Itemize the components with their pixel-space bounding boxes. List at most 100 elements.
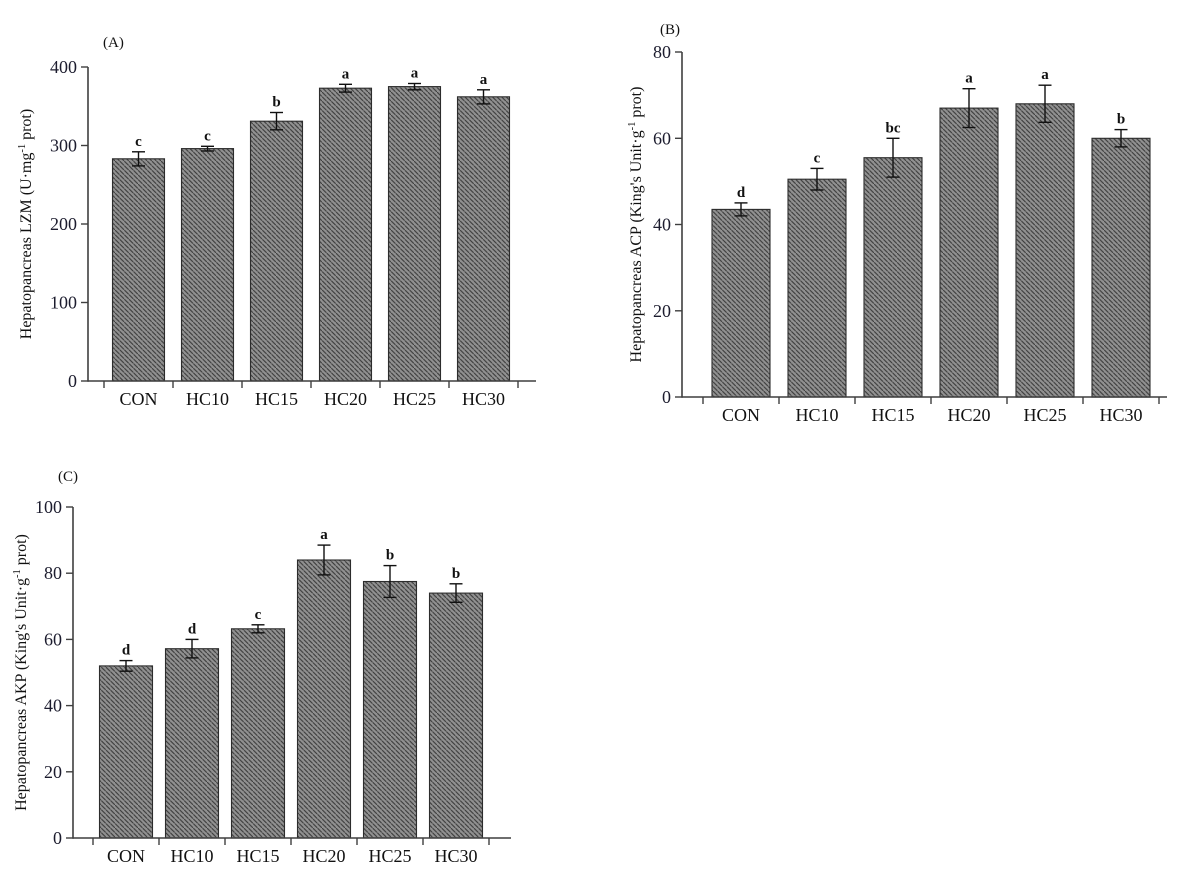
error-bar-CON <box>119 659 133 672</box>
bar-HC15 <box>249 120 304 382</box>
x-category-label-HC30: HC30 <box>462 389 505 409</box>
sig-letter-HC15: bc <box>886 120 901 136</box>
y-tick-label: 300 <box>50 136 77 156</box>
y-axis-title-unit: prot) <box>18 109 35 144</box>
error-bar-HC30 <box>1114 128 1128 148</box>
error-bar-HC25 <box>1038 84 1052 124</box>
sig-letter-CON: d <box>122 643 131 659</box>
y-tick-label: 400 <box>50 57 77 77</box>
bar-HC30 <box>428 592 484 839</box>
bar-HC25 <box>387 86 442 382</box>
error-bar-HC25 <box>383 564 397 599</box>
bar-HC20 <box>939 107 999 398</box>
sig-letter-HC10: c <box>814 150 821 166</box>
y-tick-label: 60 <box>653 128 671 148</box>
sig-letter-HC15: c <box>255 607 262 623</box>
sig-letter-HC20: a <box>320 527 328 543</box>
x-category-label-CON: CON <box>119 389 157 409</box>
y-tick-label: 20 <box>44 762 62 782</box>
y-tick-label: 100 <box>35 497 62 517</box>
y-axis-title: Hepatopancreas LZM (U·mg-1 prot) <box>17 109 35 339</box>
y-axis-title: Hepatopancreas AKP (King's Unit·g-1 prot… <box>12 534 30 811</box>
sig-letter-HC10: d <box>188 621 197 637</box>
sig-letter-HC10: c <box>204 128 211 144</box>
x-category-label-HC15: HC15 <box>236 846 279 866</box>
y-tick-label: 40 <box>653 215 671 235</box>
bar-HC10 <box>164 648 220 839</box>
error-bar-HC30 <box>477 89 490 105</box>
bar-HC20 <box>318 87 373 382</box>
bar-CON <box>711 208 771 398</box>
y-axis-title-superscript: -1 <box>17 144 28 153</box>
chart-a: c CON c HC10 b HC15 a HC20 a HC25 a HC30 0 100 200 300 4… <box>17 35 536 409</box>
sig-letter-HC25: a <box>411 66 419 82</box>
bar-HC25 <box>1015 103 1075 398</box>
x-category-label-HC20: HC20 <box>947 405 990 425</box>
y-axis-title-superscript: -1 <box>627 122 638 131</box>
y-axis-title-superscript: -1 <box>12 569 23 578</box>
x-category-label-HC15: HC15 <box>255 389 298 409</box>
error-bar-HC15 <box>886 137 900 178</box>
x-category-label-CON: CON <box>722 405 760 425</box>
bar-HC10 <box>787 178 847 398</box>
bar-HC10 <box>180 148 235 382</box>
x-category-label-HC30: HC30 <box>434 846 477 866</box>
error-bar-CON <box>734 202 748 217</box>
bar-HC25 <box>362 580 418 839</box>
x-category-label-HC20: HC20 <box>324 389 367 409</box>
x-category-label-HC10: HC10 <box>170 846 213 866</box>
y-tick-label: 0 <box>53 828 62 848</box>
sig-letter-HC25: b <box>386 548 394 564</box>
error-bar-HC10 <box>810 167 824 191</box>
y-axis-title-unit: prot) <box>13 534 30 569</box>
y-tick-label: 100 <box>50 293 77 313</box>
y-tick-label: 80 <box>44 563 62 583</box>
x-category-label-CON: CON <box>107 846 145 866</box>
x-category-label-HC20: HC20 <box>302 846 345 866</box>
sig-letter-HC30: b <box>1117 112 1125 128</box>
x-category-label-HC10: HC10 <box>186 389 229 409</box>
error-bar-HC10 <box>201 145 214 152</box>
error-bar-HC30 <box>449 583 463 603</box>
x-category-label-HC15: HC15 <box>871 405 914 425</box>
panel-label: (B) <box>660 22 680 38</box>
x-category-label-HC30: HC30 <box>1099 405 1142 425</box>
error-bar-HC10 <box>185 638 199 659</box>
bar-CON <box>98 665 154 839</box>
chart-c: d CON d HC10 c HC15 a HC20 b HC25 b HC30 0 20 40 60 80 10… <box>12 469 511 866</box>
x-category-label-HC25: HC25 <box>393 389 436 409</box>
y-tick-label: 200 <box>50 214 77 234</box>
error-bar-HC20 <box>317 544 331 576</box>
bar-HC30 <box>456 96 511 382</box>
bar-HC15 <box>863 157 923 398</box>
y-tick-label: 20 <box>653 301 671 321</box>
sig-letter-CON: d <box>737 185 746 201</box>
y-axis-title-main: Hepatopancreas AKP (King's Unit·g <box>13 578 30 811</box>
sig-letter-HC30: b <box>452 566 460 582</box>
sig-letter-HC20: a <box>965 71 973 87</box>
y-tick-label: 0 <box>662 387 671 407</box>
y-axis-title: Hepatopancreas ACP (King's Unit·g-1 prot… <box>627 87 645 363</box>
y-axis-title-unit: prot) <box>628 87 645 122</box>
sig-letter-HC20: a <box>342 66 350 82</box>
chart-b: d CON c HC10 bc HC15 a HC20 a HC25 b HC30 0 20 40 60 80 (… <box>627 22 1167 425</box>
x-category-label-HC25: HC25 <box>368 846 411 866</box>
x-category-label-HC25: HC25 <box>1023 405 1066 425</box>
error-bar-HC15 <box>251 624 265 634</box>
y-axis-title-main: Hepatopancreas LZM (U·mg <box>18 153 35 340</box>
y-tick-label: 80 <box>653 42 671 62</box>
y-axis-title-main: Hepatopancreas ACP (King's Unit·g <box>628 130 645 362</box>
y-tick-label: 0 <box>68 371 77 391</box>
panel-label: (C) <box>58 469 78 485</box>
sig-letter-HC30: a <box>480 72 488 88</box>
panel-label: (A) <box>103 35 124 51</box>
bar-HC20 <box>296 559 352 839</box>
y-tick-label: 40 <box>44 696 62 716</box>
error-bar-HC15 <box>270 111 283 131</box>
sig-letter-HC15: b <box>272 95 280 111</box>
sig-letter-HC25: a <box>1041 67 1049 83</box>
sig-letter-CON: c <box>135 134 142 150</box>
error-bar-HC25 <box>408 82 421 91</box>
bar-HC30 <box>1091 137 1151 398</box>
